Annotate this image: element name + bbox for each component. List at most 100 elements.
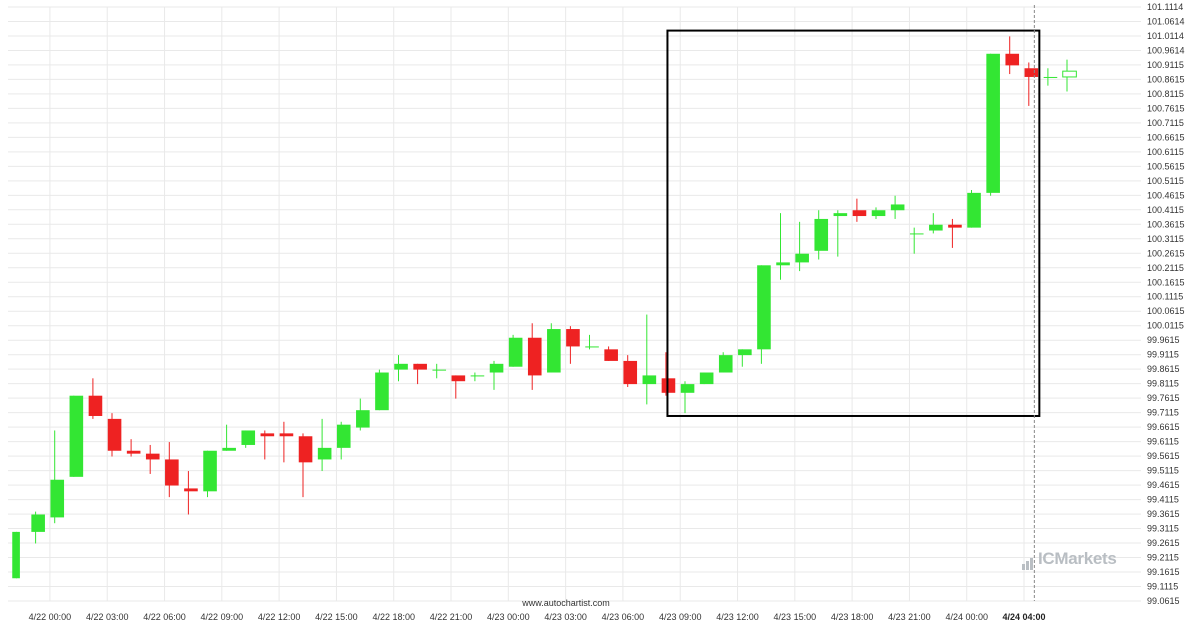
candle-body	[375, 372, 389, 411]
candle-body	[336, 424, 351, 448]
candle-body	[451, 375, 466, 382]
x-tick-label: 4/22 15:00	[315, 612, 358, 622]
candle-body	[394, 363, 408, 370]
x-tick-label: 4/23 21:00	[888, 612, 931, 622]
y-tick-label: 99.6615	[1147, 422, 1180, 432]
candle-body	[757, 265, 771, 350]
x-tick-label: 4/22 21:00	[430, 612, 473, 622]
candle-body	[680, 384, 695, 393]
y-tick-label: 99.4615	[1147, 480, 1180, 490]
candle-body	[718, 355, 733, 373]
y-tick-label: 100.5615	[1147, 161, 1185, 171]
y-tick-label: 100.0615	[1147, 306, 1185, 316]
candle-body	[967, 192, 981, 228]
y-tick-label: 100.9115	[1147, 60, 1184, 70]
y-tick-label: 100.5115	[1147, 176, 1184, 186]
y-tick-label: 100.1615	[1147, 277, 1185, 287]
y-tick-label: 99.9115	[1147, 350, 1179, 360]
x-tick-label: 4/24 00:00	[945, 612, 988, 622]
candle-body	[1043, 76, 1058, 78]
y-tick-label: 100.4115	[1147, 205, 1184, 215]
candle-body	[776, 262, 790, 266]
y-tick-label: 100.6615	[1147, 132, 1185, 142]
candle-body	[547, 329, 561, 373]
y-tick-label: 99.8115	[1147, 379, 1179, 389]
candle-body	[489, 363, 504, 373]
candle-body	[852, 210, 867, 217]
candle-body	[203, 450, 217, 492]
candle-body	[317, 447, 332, 460]
candle-body	[222, 447, 236, 451]
y-tick-label: 100.8615	[1147, 74, 1185, 84]
y-tick-label: 99.2615	[1147, 538, 1180, 548]
y-tick-label: 100.2615	[1147, 248, 1185, 258]
candle-body	[814, 218, 829, 251]
y-tick-label: 99.3115	[1147, 524, 1179, 534]
x-tick-label: 4/22 00:00	[29, 612, 72, 622]
y-tick-label: 99.7615	[1147, 393, 1180, 403]
candle-body	[413, 363, 427, 370]
candle-body	[184, 488, 198, 492]
candle-body	[948, 224, 962, 228]
candle-body	[795, 253, 809, 263]
candle-body	[50, 479, 65, 518]
y-tick-label: 99.4115	[1147, 495, 1179, 505]
candle-body	[241, 430, 256, 445]
candle-body	[470, 375, 485, 377]
candle-body	[298, 436, 313, 463]
y-tick-label: 99.2115	[1147, 553, 1179, 563]
y-tick-label: 99.0615	[1147, 596, 1180, 606]
candle-body	[31, 514, 45, 532]
y-tick-label: 100.0115	[1147, 321, 1184, 331]
y-tick-label: 100.3615	[1147, 219, 1185, 229]
y-tick-label: 99.1615	[1147, 567, 1180, 577]
candle-body	[623, 360, 638, 385]
candle-body	[699, 372, 714, 385]
brand-logo: ICMarkets	[1022, 549, 1117, 570]
candles	[12, 36, 1077, 579]
x-tick-label: 4/22 03:00	[86, 612, 129, 622]
y-tick-label: 99.3615	[1147, 509, 1180, 519]
y-axis: 101.1114 101.0614 101.0114 100.9614 100.9115…	[1147, 2, 1185, 606]
candle-body	[1005, 53, 1020, 66]
candle-body	[833, 213, 848, 217]
candle-body	[69, 395, 84, 477]
y-tick-label: 100.1115	[1147, 292, 1183, 302]
y-tick-label: 100.7115	[1147, 118, 1184, 128]
x-tick-label: 4/23 00:00	[487, 612, 530, 622]
candle-body	[279, 433, 294, 437]
x-axis: 4/22 00:00 4/22 03:00 4/22 06:00 4/22 09:00…	[29, 612, 1046, 622]
candle-body	[165, 459, 179, 486]
x-tick-label: 4/22 06:00	[143, 612, 186, 622]
y-tick-label: 101.1114	[1147, 2, 1183, 12]
candle-body	[585, 346, 599, 348]
y-tick-label: 99.5615	[1147, 451, 1180, 461]
brand-name: Markets	[1054, 549, 1117, 568]
candle-body	[1024, 68, 1039, 77]
candle-body	[738, 349, 752, 356]
y-tick-label: 100.7615	[1147, 103, 1185, 113]
x-tick-label: 4/22 18:00	[372, 612, 415, 622]
pattern-overlay	[666, 5, 1041, 601]
candle-body	[12, 531, 20, 579]
x-tick-label: 4/22 09:00	[201, 612, 244, 622]
candle-body	[508, 337, 523, 367]
x-tick-label: 4/23 12:00	[716, 612, 759, 622]
watermark: www.autochartist.com	[521, 598, 610, 608]
candle-body	[642, 375, 657, 385]
y-tick-label: 100.2115	[1147, 263, 1184, 273]
x-tick-label: 4/23 18:00	[831, 612, 874, 622]
candle-body	[986, 53, 1000, 193]
y-tick-label: 100.9614	[1147, 45, 1185, 55]
candle-body	[432, 369, 447, 371]
x-tick-label: 4/22 12:00	[258, 612, 301, 622]
y-tick-label: 99.8615	[1147, 364, 1180, 374]
candle-body	[909, 233, 924, 235]
candle-body	[871, 210, 886, 217]
y-tick-label: 99.7115	[1147, 408, 1179, 418]
brand-prefix: IC	[1038, 549, 1055, 568]
candle-body	[604, 349, 618, 361]
candle-body	[890, 204, 905, 211]
candle-body	[566, 329, 580, 347]
